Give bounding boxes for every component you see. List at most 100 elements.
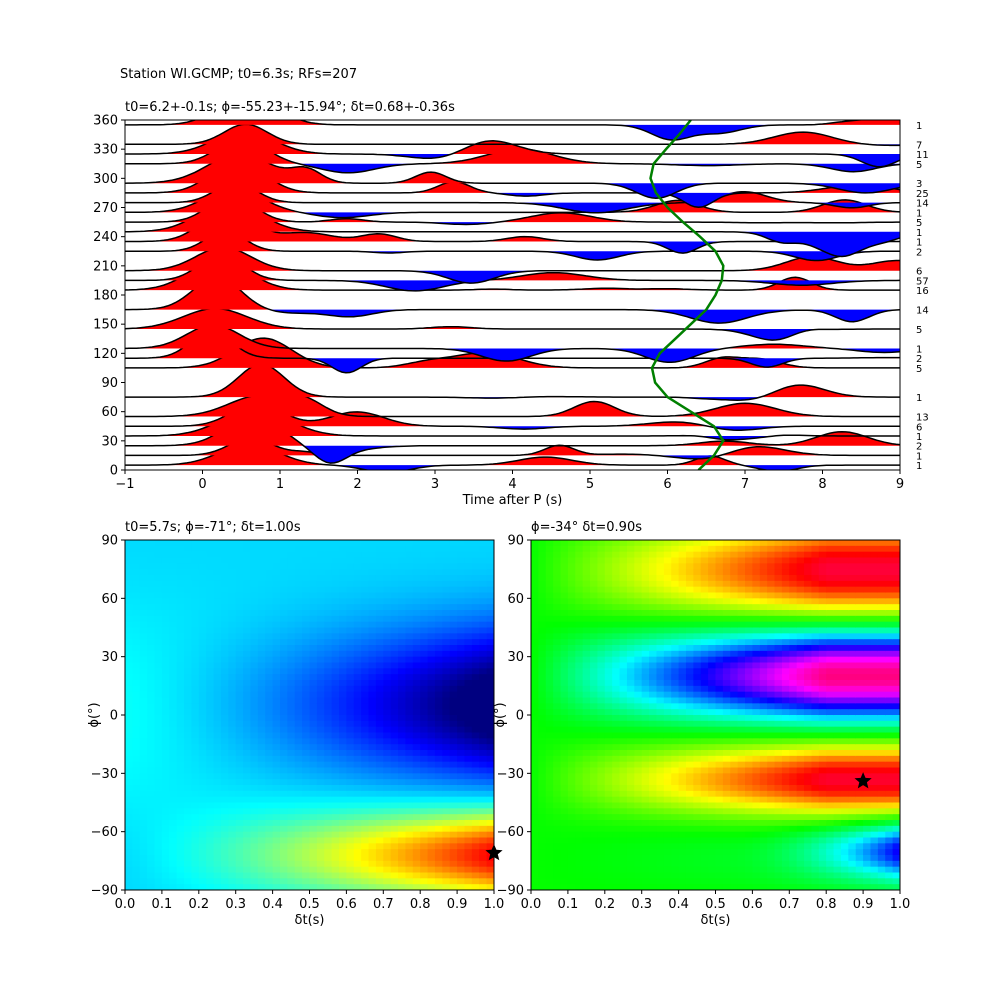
rf-trace-negative-fill (125, 183, 900, 199)
y-tick-label: 30 (507, 650, 524, 665)
trace-count-label: 11 (916, 150, 929, 161)
rf-trace (125, 307, 900, 341)
trace-count-label: 2 (916, 354, 922, 365)
right-map-title: ϕ=-34° δt=0.90s (531, 520, 642, 535)
rf-trace-line (125, 276, 900, 324)
trace-count-label: 25 (916, 189, 929, 200)
rf-trace (125, 246, 900, 284)
x-tick-label: 0 (198, 477, 206, 492)
y-tick-label: 30 (101, 434, 118, 449)
x-axis-label: δt(s) (295, 913, 325, 928)
x-tick-label: 8 (818, 477, 826, 492)
y-axis-label: ϕ(°) (493, 702, 508, 727)
rf-trace-negative-fill (125, 192, 900, 208)
trace-count-label: 1 (916, 121, 922, 132)
y-tick-label: 180 (93, 289, 118, 304)
rf-trace-positive-fill (125, 277, 900, 310)
rf-trace-positive-fill (125, 230, 900, 252)
trace-count-label: 1 (916, 393, 922, 404)
x-tick-label: 0.2 (188, 897, 209, 912)
rf-trace (125, 230, 900, 262)
trace-count-label: 1 (916, 432, 922, 443)
y-tick-label: −60 (497, 825, 524, 840)
rf-trace-negative-fill (125, 124, 900, 140)
rf-trace-line (125, 123, 900, 147)
trace-count-label: 14 (916, 199, 929, 210)
rf-trace-positive-fill (125, 160, 900, 193)
y-tick-label: −30 (497, 767, 524, 782)
y-tick-label: 0 (516, 709, 524, 724)
y-tick-label: −90 (91, 884, 118, 899)
y-tick-label: 270 (93, 201, 118, 216)
figure-suptitle: Station WI.GCMP; t0=6.3s; RFs=207 (120, 67, 358, 82)
y-tick-label: −30 (91, 767, 118, 782)
x-tick-label: 4 (508, 477, 516, 492)
rf-trace-positive-fill (125, 444, 900, 466)
y-tick-label: −90 (497, 884, 524, 899)
trace-count-label: 1 (916, 451, 922, 462)
x-tick-label: 0.1 (558, 897, 579, 912)
x-axis-label: Time after P (s) (462, 493, 563, 508)
y-tick-label: 240 (93, 230, 118, 245)
x-tick-label: 6 (663, 477, 671, 492)
trace-count-label: 1 (916, 344, 922, 355)
y-tick-label: 210 (93, 259, 118, 274)
trace-count-label: 1 (916, 238, 922, 249)
trace-count-label: 5 (916, 160, 922, 171)
y-tick-label: 300 (93, 172, 118, 187)
y-axis-label: ϕ(°) (87, 702, 102, 727)
x-tick-label: 0.1 (152, 897, 173, 912)
trace-count-label: 2 (916, 247, 922, 258)
rf-trace-positive-fill (125, 153, 900, 184)
rf-trace-negative-fill (125, 445, 900, 464)
rf-trace-negative-fill (125, 280, 900, 291)
rf-trace-line (125, 230, 900, 262)
rf-trace-positive-fill (125, 202, 900, 232)
trace-count-label: 6 (916, 267, 922, 278)
rf-trace-positive-fill (125, 253, 900, 281)
rf-trace-negative-fill (125, 397, 900, 401)
y-tick-label: 0 (110, 709, 118, 724)
rf-trace-positive-fill (125, 364, 900, 398)
x-tick-label: 0.7 (779, 897, 800, 912)
x-tick-label: 0.8 (410, 897, 431, 912)
x-tick-label: 7 (741, 477, 749, 492)
rf-trace (125, 253, 900, 292)
heatmap-cells (125, 540, 494, 890)
rf-trace-line (125, 307, 900, 341)
x-tick-label: 0.5 (299, 897, 320, 912)
trace-count-label: 13 (916, 413, 929, 424)
rf-trace-line (125, 120, 865, 141)
x-tick-label: 0.2 (594, 897, 615, 912)
trace-count-label: 3 (916, 179, 922, 190)
y-tick-label: 360 (93, 114, 118, 129)
rf-trace-line (125, 253, 900, 292)
rf-trace-negative-fill (125, 163, 900, 173)
trace-count-label: 6 (916, 422, 922, 433)
rf-trace (125, 276, 900, 324)
y-tick-label: 90 (101, 376, 118, 391)
x-tick-label: 0.3 (225, 897, 246, 912)
y-tick-label: −60 (91, 825, 118, 840)
rf-trace-negative-fill (125, 212, 900, 218)
trace-count-label: 14 (916, 306, 929, 317)
misfit-map-right: 0.0 0.1 0.2 0.3 0.4 0.5 0.6 0.7 0.8 0.9 1.0 −90 −60 −… (493, 534, 910, 929)
x-tick-label: 0.5 (705, 897, 726, 912)
x-tick-label: 0.9 (447, 897, 468, 912)
x-tick-label: 0.7 (373, 897, 394, 912)
y-tick-label: 90 (101, 534, 118, 549)
left-map-title: t0=5.7s; ϕ=-71°; δt=1.00s (125, 520, 301, 535)
trace-count-label: 5 (916, 218, 922, 229)
x-tick-label: 0.6 (336, 897, 357, 912)
rf-trace (125, 123, 900, 147)
x-tick-label: 0.9 (853, 897, 874, 912)
rf-trace-negative-fill (125, 309, 900, 324)
x-tick-label: 2 (353, 477, 361, 492)
x-tick-label: 0.3 (631, 897, 652, 912)
x-tick-label: −1 (115, 477, 134, 492)
x-tick-label: 5 (586, 477, 594, 492)
x-tick-label: 0.6 (742, 897, 763, 912)
y-tick-label: 120 (93, 347, 118, 362)
x-tick-label: 1 (276, 477, 284, 492)
